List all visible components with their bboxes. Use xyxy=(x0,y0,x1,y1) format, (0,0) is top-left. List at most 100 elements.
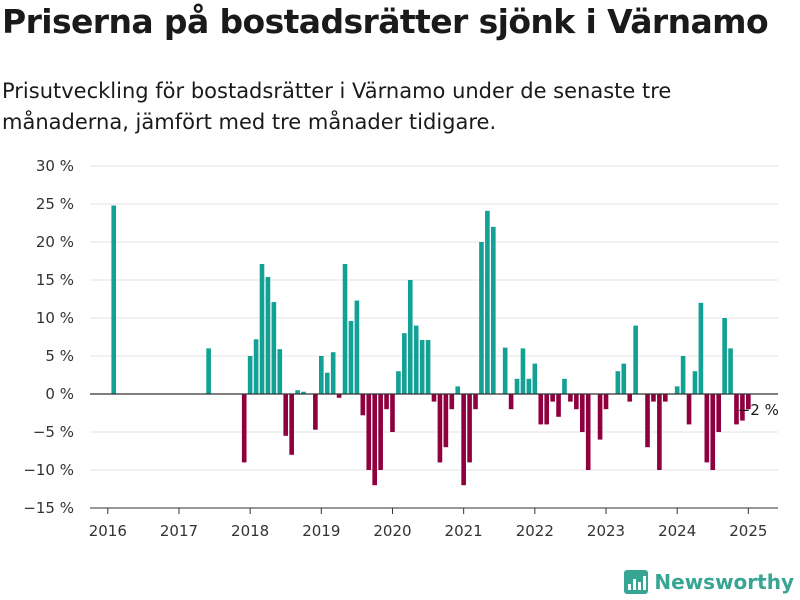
bar xyxy=(431,394,437,402)
x-tick-label: 2024 xyxy=(658,522,696,540)
bar xyxy=(111,205,117,394)
y-tick-label: 5 % xyxy=(45,347,74,365)
bar xyxy=(449,394,455,410)
chart-bars xyxy=(111,205,751,486)
y-tick-label: 30 % xyxy=(36,157,74,175)
y-tick-label: −10 % xyxy=(23,461,74,479)
price-change-bar-chart: 30 % 25 % 20 % 15 % 10 % 5 % 0 % −5 % −10 % −15 %… xyxy=(23,157,779,540)
bar xyxy=(514,378,520,394)
bar xyxy=(413,325,419,394)
x-tick-label: 2017 xyxy=(160,522,198,540)
bar xyxy=(396,371,401,394)
bar xyxy=(633,325,638,394)
bar xyxy=(330,352,336,394)
bar xyxy=(716,394,722,432)
bar xyxy=(627,394,633,402)
bar xyxy=(318,356,324,394)
x-tick-label: 2023 xyxy=(587,522,625,540)
brand-logo: Newsworthy xyxy=(624,570,794,594)
bar xyxy=(674,386,680,394)
bar xyxy=(419,340,425,394)
bar xyxy=(479,242,484,394)
bar xyxy=(336,394,342,398)
bar xyxy=(645,394,650,448)
bar xyxy=(585,394,591,470)
bar xyxy=(651,394,656,402)
bar xyxy=(485,210,490,394)
bar xyxy=(342,264,348,394)
bar xyxy=(490,226,496,394)
bar xyxy=(538,394,544,425)
bar xyxy=(437,394,443,463)
bar xyxy=(372,394,378,486)
bar xyxy=(384,394,389,410)
bar xyxy=(568,394,573,402)
page-subtitle: Prisutveckling för bostadsrätter i Värna… xyxy=(2,79,672,134)
bar xyxy=(526,378,532,394)
x-tick-label: 2021 xyxy=(445,522,483,540)
bar xyxy=(508,394,514,410)
bar xyxy=(283,394,289,436)
bar xyxy=(662,394,668,402)
bar xyxy=(443,394,449,448)
y-tick-label: 15 % xyxy=(36,271,74,289)
bar xyxy=(621,363,627,394)
bar xyxy=(324,372,330,394)
bar xyxy=(473,394,478,410)
bar xyxy=(241,394,247,463)
bar xyxy=(247,356,253,394)
bar xyxy=(259,264,265,394)
y-tick-label: 0 % xyxy=(45,385,74,403)
bar xyxy=(425,340,431,394)
bar xyxy=(295,390,300,394)
bar xyxy=(544,394,550,425)
page-title: Priserna på bostadsrätter sjönk i Värnam… xyxy=(2,2,769,41)
bar xyxy=(354,300,360,394)
bar xyxy=(360,394,366,416)
bar xyxy=(301,391,306,394)
bar xyxy=(277,349,283,394)
brand-name: Newsworthy xyxy=(654,570,794,594)
bar xyxy=(402,333,407,394)
bar xyxy=(206,348,211,394)
bar xyxy=(680,356,686,394)
bar xyxy=(271,302,277,394)
bar xyxy=(710,394,716,470)
bar xyxy=(692,371,698,394)
y-tick-label: −15 % xyxy=(23,499,74,517)
x-tick-label: 2018 xyxy=(231,522,269,540)
bar xyxy=(603,394,609,410)
bar xyxy=(704,394,710,463)
bar xyxy=(390,394,395,432)
newsworthy-logo-icon xyxy=(624,570,649,594)
bar xyxy=(520,348,526,394)
x-tick-label: 2025 xyxy=(729,522,767,540)
bar xyxy=(698,302,704,394)
x-tick-label: 2016 xyxy=(89,522,127,540)
bar xyxy=(407,280,413,394)
bar xyxy=(378,394,383,470)
x-tick-label: 2020 xyxy=(373,522,411,540)
bar xyxy=(289,394,294,455)
bar xyxy=(657,394,662,470)
bar xyxy=(734,394,739,425)
x-tick-label: 2022 xyxy=(516,522,554,540)
y-tick-label: −5 % xyxy=(33,423,74,441)
bar xyxy=(265,276,271,394)
bar xyxy=(728,348,733,394)
bar xyxy=(740,394,745,421)
x-tick-label: 2019 xyxy=(302,522,340,540)
chart-axes xyxy=(90,393,778,514)
bar xyxy=(686,394,692,425)
bar xyxy=(366,394,372,470)
bar xyxy=(313,394,318,430)
bar xyxy=(722,318,727,394)
y-tick-label: 20 % xyxy=(36,233,74,251)
chart-grid xyxy=(90,165,778,509)
bar xyxy=(461,394,466,486)
bar xyxy=(579,394,585,432)
bar xyxy=(348,321,354,394)
y-tick-label: 25 % xyxy=(36,195,74,213)
bar xyxy=(502,347,508,394)
chart-labels: 30 % 25 % 20 % 15 % 10 % 5 % 0 % −5 % −10 % −15 %… xyxy=(23,157,779,540)
